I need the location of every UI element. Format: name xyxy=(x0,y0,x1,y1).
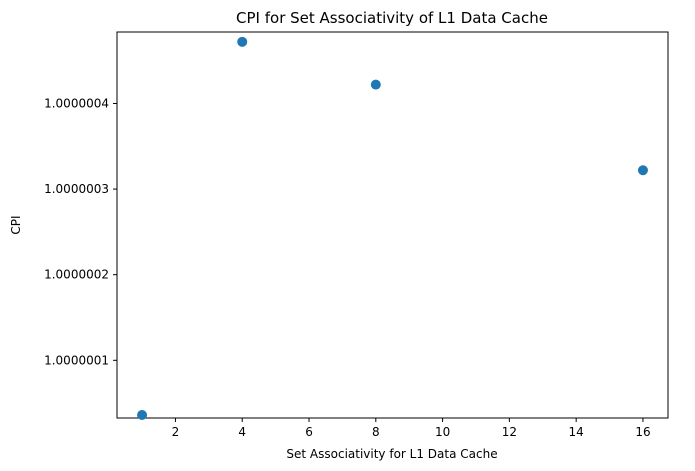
x-tick-label: 2 xyxy=(172,425,180,439)
x-tick-label: 10 xyxy=(435,425,450,439)
x-tick-label: 6 xyxy=(305,425,313,439)
x-axis: 2 4 6 8 10 12 14 16 xyxy=(172,418,651,439)
x-axis-label: Set Associativity for L1 Data Cache xyxy=(286,447,497,461)
scatter-points xyxy=(137,36,648,421)
scatter-point xyxy=(370,79,381,90)
axes-frame xyxy=(116,31,669,419)
x-tick-label: 14 xyxy=(569,425,584,439)
x-tick-label: 16 xyxy=(635,425,650,439)
scatter-point xyxy=(637,165,648,176)
y-tick-label: 1.0000004 xyxy=(44,96,109,110)
chart-title: CPI for Set Associativity of L1 Data Cac… xyxy=(236,9,548,27)
y-axis-label: CPI xyxy=(9,215,23,234)
scatter-point xyxy=(237,36,248,47)
x-tick-label: 4 xyxy=(238,425,246,439)
y-axis: 1.0000001 1.0000002 1.0000003 1.0000004 xyxy=(44,96,117,367)
scatter-point xyxy=(137,410,148,421)
plot-area xyxy=(116,31,669,419)
y-tick-label: 1.0000001 xyxy=(44,353,109,367)
y-tick-label: 1.0000002 xyxy=(44,268,109,282)
x-tick-label: 12 xyxy=(502,425,517,439)
y-tick-label: 1.0000003 xyxy=(44,182,109,196)
x-tick-label: 8 xyxy=(372,425,380,439)
